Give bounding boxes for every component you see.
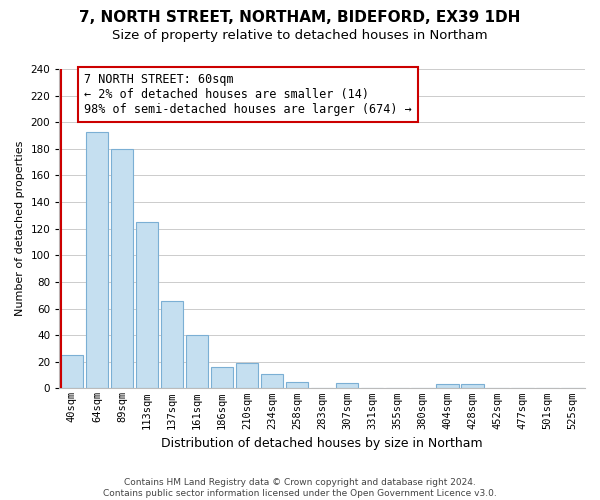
- Text: 7 NORTH STREET: 60sqm
← 2% of detached houses are smaller (14)
98% of semi-detac: 7 NORTH STREET: 60sqm ← 2% of detached h…: [85, 73, 412, 116]
- Bar: [136, 222, 158, 388]
- Text: 7, NORTH STREET, NORTHAM, BIDEFORD, EX39 1DH: 7, NORTH STREET, NORTHAM, BIDEFORD, EX39…: [79, 10, 521, 25]
- Bar: [436, 384, 458, 388]
- Bar: [236, 363, 259, 388]
- Bar: [261, 374, 283, 388]
- Bar: [336, 383, 358, 388]
- Bar: [161, 300, 183, 388]
- Text: Contains HM Land Registry data © Crown copyright and database right 2024.
Contai: Contains HM Land Registry data © Crown c…: [103, 478, 497, 498]
- Y-axis label: Number of detached properties: Number of detached properties: [15, 141, 25, 316]
- Bar: [110, 149, 133, 388]
- Text: Size of property relative to detached houses in Northam: Size of property relative to detached ho…: [112, 29, 488, 42]
- X-axis label: Distribution of detached houses by size in Northam: Distribution of detached houses by size …: [161, 437, 483, 450]
- Bar: [61, 355, 83, 388]
- Bar: [286, 382, 308, 388]
- Bar: [86, 132, 108, 388]
- Bar: [186, 335, 208, 388]
- Bar: [211, 367, 233, 388]
- Bar: [461, 384, 484, 388]
